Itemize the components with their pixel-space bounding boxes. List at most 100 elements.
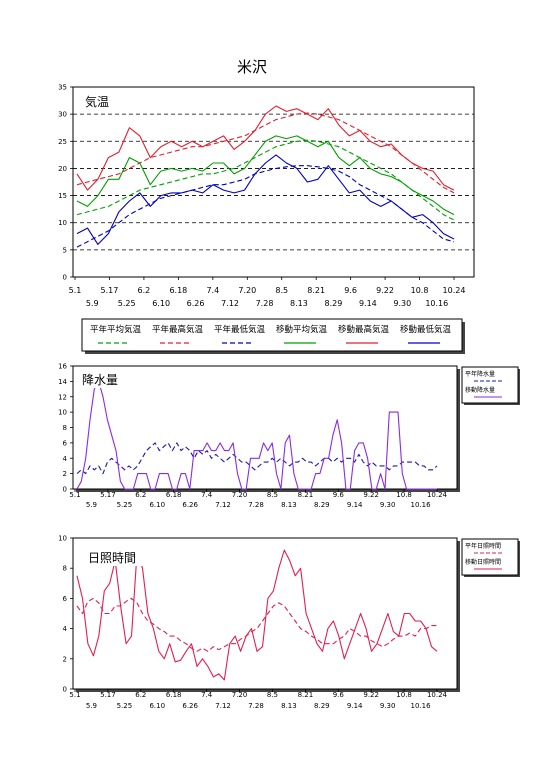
x-tick-label: 5.17 — [100, 691, 116, 699]
x-tick-label: 9.30 — [393, 299, 411, 308]
y-tick-label: 6 — [63, 595, 68, 603]
x-tick-label: 8.5 — [267, 691, 278, 699]
legend-entry: 移動日照時間 — [465, 558, 501, 566]
x-tick-label: 10.24 — [427, 491, 448, 499]
y-tick-label: 16 — [58, 363, 67, 371]
title-bg — [79, 372, 124, 388]
x-tick-label: 5.17 — [101, 286, 119, 295]
x-tick-label: 8.21 — [298, 491, 314, 499]
y-tick-label: 5 — [63, 246, 67, 254]
x-tick-label: 9.22 — [376, 286, 394, 295]
x-tick-label: 7.4 — [201, 691, 213, 699]
x-tick-label: 5.25 — [118, 299, 136, 308]
legend-entry: 移動最高気温 — [338, 324, 390, 335]
x-tick-label: 6.26 — [182, 501, 198, 509]
x-tick-label: 5.9 — [86, 501, 97, 509]
y-tick-label: 20 — [58, 165, 67, 173]
x-tick-label: 7.20 — [238, 286, 256, 295]
x-tick-label: 7.4 — [206, 286, 219, 295]
chart-title: 気温 — [85, 94, 109, 109]
plot-area — [72, 86, 475, 278]
y-tick-label: 2 — [63, 470, 67, 478]
x-tick-label: 5.9 — [86, 299, 99, 308]
plot-area — [72, 365, 458, 490]
x-tick-label: 8.21 — [298, 691, 314, 699]
y-tick-label: 0 — [63, 686, 67, 694]
y-tick-label: 10 — [58, 409, 67, 417]
y-tick-label: 8 — [63, 565, 67, 573]
x-tick-label: 6.18 — [166, 691, 182, 699]
x-tick-label: 7.12 — [215, 702, 231, 710]
legend-entry: 平年最低気温 — [214, 324, 266, 335]
y-tick-label: 12 — [58, 393, 67, 401]
x-tick-label: 10.8 — [396, 491, 412, 499]
x-tick-label: 5.1 — [69, 286, 82, 295]
legend-entry: 平年降水量 — [465, 370, 495, 378]
x-tick-label: 6.10 — [149, 501, 165, 509]
y-tick-label: 2 — [63, 655, 67, 663]
chart-title: 降水量 — [82, 373, 118, 387]
y-tick-label: 35 — [58, 84, 67, 92]
x-tick-label: 9.14 — [347, 702, 363, 710]
x-tick-label: 9.30 — [380, 702, 396, 710]
x-tick-label: 6.10 — [149, 702, 165, 710]
legend — [81, 318, 463, 352]
x-tick-label: 8.13 — [281, 702, 297, 710]
y-tick-label: 4 — [63, 625, 68, 633]
x-tick-label: 9.14 — [359, 299, 377, 308]
x-tick-label: 6.2 — [138, 286, 151, 295]
y-tick-label: 4 — [63, 455, 68, 463]
x-tick-label: 9.22 — [363, 691, 379, 699]
title-bg — [82, 94, 114, 110]
x-tick-label: 9.30 — [380, 501, 396, 509]
x-tick-label: 7.28 — [248, 702, 264, 710]
y-tick-label: 10 — [58, 535, 67, 543]
x-tick-label: 10.8 — [411, 286, 429, 295]
title-bg — [85, 550, 143, 566]
x-tick-label: 5.17 — [100, 491, 116, 499]
x-tick-label: 10.16 — [411, 702, 432, 710]
legend-entry: 平年平均気温 — [90, 324, 142, 335]
x-tick-label: 9.14 — [347, 501, 363, 509]
x-tick-label: 8.5 — [267, 491, 278, 499]
x-tick-label: 8.5 — [275, 286, 288, 295]
x-tick-label: 9.22 — [363, 491, 379, 499]
x-tick-label: 7.20 — [232, 691, 248, 699]
x-tick-label: 7.28 — [256, 299, 274, 308]
x-tick-label: 10.24 — [427, 691, 448, 699]
x-tick-label: 10.24 — [443, 286, 466, 295]
x-tick-label: 5.9 — [86, 702, 97, 710]
x-tick-label: 9.6 — [333, 691, 345, 699]
x-tick-label: 9.6 — [344, 286, 357, 295]
x-tick-label: 6.26 — [187, 299, 205, 308]
x-tick-label: 7.12 — [215, 501, 231, 509]
x-tick-label: 7.20 — [232, 491, 248, 499]
x-tick-label: 10.16 — [411, 501, 432, 509]
series-line — [76, 139, 455, 221]
x-tick-label: 5.25 — [117, 702, 133, 710]
y-tick-label: 10 — [58, 219, 67, 227]
x-tick-label: 7.28 — [248, 501, 264, 509]
y-tick-label: 0 — [63, 486, 67, 494]
y-tick-label: 0 — [63, 274, 67, 282]
x-tick-label: 5.1 — [69, 691, 80, 699]
x-tick-label: 8.21 — [307, 286, 325, 295]
series-line — [76, 380, 437, 490]
precipitation-chart: 0 2 4 6 8 10 12 14 16 5.1 5.17 6.2 6.18 7.4 7.20 8.5 8.2… — [58, 363, 520, 509]
y-tick-label: 15 — [58, 192, 67, 200]
x-tick-label: 8.13 — [281, 501, 297, 509]
x-tick-label: 5.25 — [117, 501, 133, 509]
series-line — [76, 135, 455, 216]
page-title: 米沢 — [237, 58, 267, 76]
series-line — [76, 105, 455, 191]
x-tick-label: 7.12 — [221, 299, 239, 308]
y-tick-label: 30 — [58, 111, 67, 119]
y-tick-label: 6 — [63, 439, 68, 447]
legend-entry: 移動最低気温 — [400, 324, 452, 335]
y-tick-label: 14 — [58, 378, 67, 386]
x-tick-label: 6.2 — [135, 691, 146, 699]
series-line — [76, 597, 437, 652]
